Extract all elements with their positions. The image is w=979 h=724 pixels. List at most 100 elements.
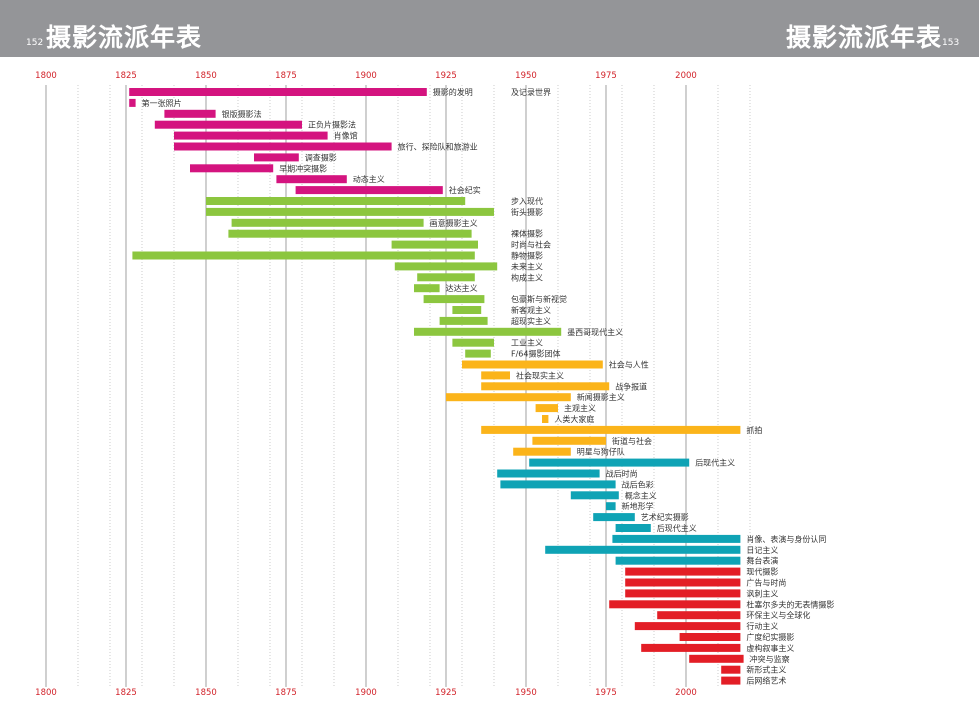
timeline-bar (481, 382, 610, 391)
bar-label: 构成主义 (511, 272, 543, 282)
x-tick-label-top: 1800 (35, 71, 57, 81)
timeline-bar (721, 676, 741, 685)
x-tick-label-bottom: 1800 (35, 688, 57, 698)
timeline-bar (529, 458, 690, 467)
right-page-title: 摄影流派年表 (786, 23, 943, 52)
section-annotation: 及记录世界 (511, 87, 551, 97)
bar-label: 超现实主义 (511, 316, 551, 326)
timeline-bar (414, 327, 562, 336)
timeline-bar (609, 600, 741, 609)
timeline-bar (452, 338, 494, 347)
timeline-bar (452, 306, 482, 314)
x-tick-label-top: 1925 (435, 71, 457, 81)
bar-label: 后现代主义 (695, 458, 735, 468)
bar-label: 裸体摄影 (511, 229, 543, 239)
timeline-bar (535, 404, 558, 413)
timeline-bar (174, 131, 328, 140)
bar-label: 后现代主义 (657, 523, 697, 533)
timeline-bar (513, 447, 571, 456)
timeline-bar (423, 295, 485, 304)
bar-label: 第一张照片 (142, 98, 182, 108)
timeline-bar (129, 88, 427, 96)
timeline-bar (679, 633, 741, 641)
bar-label: 行动主义 (746, 621, 778, 631)
x-tick-label-bottom: 1825 (115, 688, 137, 698)
bar-label: 讽刺主义 (746, 588, 778, 598)
x-tick-label-top: 1975 (595, 71, 617, 81)
left-page-title: 摄影流派年表 (46, 23, 203, 52)
bar-label: 肖像馆 (334, 131, 358, 141)
timeline-bar (593, 513, 635, 522)
timeline-bar (542, 415, 549, 423)
timeline-bar (174, 142, 392, 151)
bar-label: 人类大家庭 (554, 414, 594, 424)
timeline-bar (394, 262, 498, 271)
bar-label: 日记主义 (746, 545, 778, 555)
timeline-bar (634, 622, 741, 631)
bar-label: 现代摄影 (746, 567, 778, 577)
x-tick-label-top: 1825 (115, 71, 137, 81)
timeline-bar (532, 436, 606, 445)
bar-label: 广告与时尚 (746, 578, 786, 588)
bar-label: 肖像、表演与身份认同 (746, 534, 826, 544)
timeline-bar (164, 109, 216, 118)
bar-label: 旅行、探险队和旅游业 (398, 142, 478, 152)
timeline-bar (231, 218, 424, 227)
timeline-bar (228, 229, 472, 238)
timeline-bar (276, 175, 347, 184)
bar-label: 包豪斯与新视觉 (511, 294, 567, 304)
timeline-bar (500, 480, 616, 489)
timeline-bar (497, 469, 600, 478)
bar-label: 新形式主义 (746, 665, 786, 675)
timeline-bar (206, 207, 494, 216)
bar-label: 社会现实主义 (516, 370, 564, 380)
x-tick-label-bottom: 1900 (355, 688, 377, 698)
timeline-bar (439, 316, 488, 325)
x-tick-label-bottom: 1875 (275, 688, 297, 698)
timeline-bar (481, 425, 741, 434)
bar-label: 银版摄影法 (222, 109, 262, 119)
timeline-bar (417, 273, 475, 282)
timeline-bar (657, 611, 741, 620)
x-tick-label-top: 2000 (675, 71, 697, 81)
x-tick-label-bottom: 1950 (515, 688, 537, 698)
bar-label: 墨西哥现代主义 (567, 327, 623, 337)
timeline-bar (254, 153, 299, 162)
timeline-bar (606, 502, 616, 511)
timeline-bar (625, 567, 741, 576)
timeline-bar (391, 240, 478, 249)
bar-label: 舞台表演 (746, 556, 778, 566)
bar-label: 艺术纪实摄影 (641, 512, 689, 522)
timeline-bar (615, 556, 741, 565)
bar-label: 画意摄影主义 (430, 218, 478, 228)
timeline-bar (625, 589, 741, 598)
bar-label: 新客观主义 (511, 305, 551, 315)
bar-label: F/64摄影团体 (511, 349, 560, 359)
bar-label: 广度纪实摄影 (746, 632, 794, 642)
bar-label: 环保主义与全球化 (746, 610, 810, 620)
timeline-bar (481, 371, 510, 380)
bar-label: 静物摄影 (511, 251, 543, 261)
bar-label: 战后时尚 (606, 469, 638, 479)
timeline-bar (132, 251, 475, 260)
timeline-bar (190, 164, 274, 173)
bar-label: 步入现代 (511, 196, 543, 206)
x-tick-label-top: 1850 (195, 71, 217, 81)
bar-label: 调查摄影 (305, 152, 337, 162)
timeline-bar (545, 545, 741, 554)
bar-label: 抓拍 (746, 425, 762, 435)
x-tick-label-bottom: 1975 (595, 688, 617, 698)
timeline-bar (625, 578, 741, 587)
x-tick-label-top: 1900 (355, 71, 377, 81)
bar-label: 主观主义 (564, 403, 596, 413)
bar-label: 社会与人性 (609, 360, 649, 370)
timeline-bar (129, 98, 136, 107)
bar-label: 杜塞尔多夫的无表情摄影 (746, 599, 834, 609)
bar-label: 新地形学 (622, 501, 654, 511)
bar-label: 动态主义 (353, 174, 385, 184)
right-page-number: 153 (942, 38, 960, 48)
timeline-bar (465, 349, 491, 358)
timeline-bar (641, 643, 741, 652)
bar-label: 社会纪实 (449, 185, 481, 195)
